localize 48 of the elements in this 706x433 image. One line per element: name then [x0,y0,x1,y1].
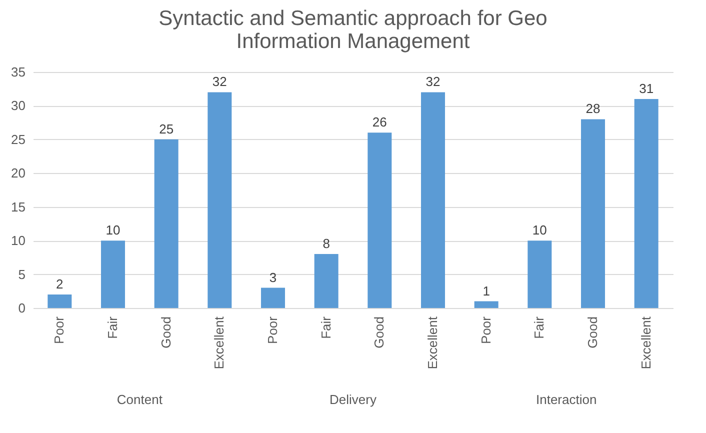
bar [581,119,605,308]
data-label: 10 [106,222,120,238]
x-tick-label: Poor [52,316,67,344]
y-tick-label: 25 [11,132,26,147]
x-tick-label: Fair [532,316,547,339]
data-label: 2 [56,276,64,292]
y-tick-label: 20 [11,166,26,181]
bar [261,288,285,308]
x-tick-label: Good [372,316,387,348]
data-label: 3 [269,270,277,285]
y-tick-label: 35 [11,64,26,80]
data-label: 32 [212,74,227,90]
bar [421,92,445,308]
x-tick-label: Excellent [212,316,227,370]
data-label: 28 [586,101,600,116]
bar [368,132,392,308]
text: Delivery [330,392,377,407]
bar [314,254,338,308]
bar [48,294,72,308]
y-tick-label: 15 [11,199,26,214]
text: Interaction [536,392,597,407]
y-tick-label: 30 [11,98,26,114]
text: Content [116,392,163,407]
data-label: 10 [532,222,547,238]
bar [474,301,498,308]
data-label: 1 [482,283,490,298]
x-tick-label: Good [158,316,174,348]
data-label: 8 [322,236,330,252]
x-tick-label: Poor [478,316,494,344]
y-tick-label: 5 [18,266,26,282]
x-tick-label: Excellent [425,316,440,370]
data-label: 32 [426,74,440,90]
bar [208,92,232,308]
data-label: 31 [639,80,654,96]
bar [634,98,658,308]
x-tick-label: Fair [105,316,120,339]
x-tick-label: Poor [265,316,280,344]
bar [528,240,552,308]
y-tick-label: 0 [18,300,26,316]
x-tick-label: Excellent [638,316,654,370]
bar [154,139,178,308]
data-label: 26 [372,114,387,130]
chart-title: Syntactic and Semantic approach for Geo Information Management [158,7,548,53]
y-tick-label: 10 [11,233,26,248]
x-tick-label: Good [585,316,600,348]
data-label: 25 [159,121,174,136]
bar [101,240,125,308]
x-tick-label: Fair [318,316,334,339]
